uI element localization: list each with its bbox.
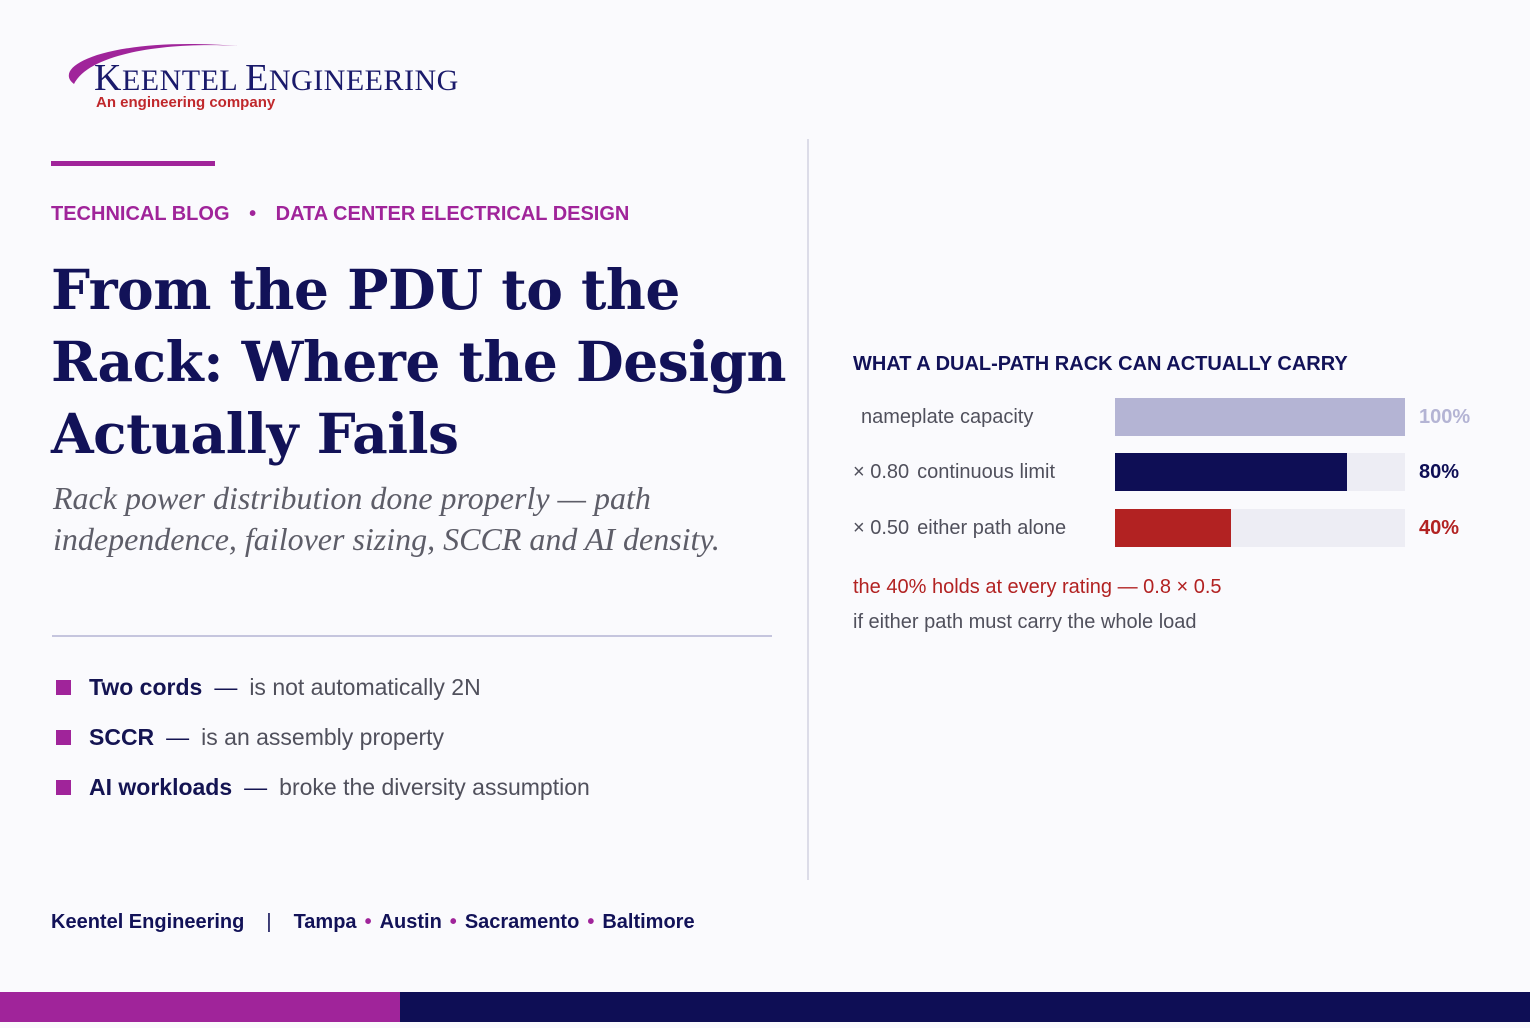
chart-annotation: the 40% holds at every rating — 0.8 × 0.… — [853, 576, 1222, 598]
footer: Keentel Engineering | Tampa • Austin • S… — [51, 911, 695, 934]
accent-rule — [51, 161, 215, 166]
footer-city: Tampa — [293, 911, 357, 933]
column-divider — [807, 139, 809, 880]
square-bullet-icon — [56, 679, 71, 695]
logo-wordmark: KEENTEL ENGINEERING — [94, 57, 459, 99]
footer-city: Austin — [379, 911, 442, 933]
bar-value-label: 40% — [1419, 517, 1460, 539]
bar — [1115, 453, 1347, 491]
company-logo: KEENTEL ENGINEERING An engineering compa… — [50, 36, 510, 116]
point-description: is an assembly property — [201, 723, 445, 750]
logo-swoosh-icon — [68, 44, 239, 84]
key-points-list: Two cords — is not automatically 2N SCCR… — [56, 662, 590, 812]
city-separator: • — [449, 911, 457, 933]
article-subtitle: Rack power distribution done properly — … — [53, 480, 720, 557]
chart-row: nameplate capacity 100% — [853, 398, 1493, 436]
point-term: SCCR — [89, 723, 155, 750]
square-bullet-icon — [56, 779, 71, 795]
bar — [1115, 509, 1231, 547]
point-term: Two cords — [89, 673, 203, 700]
footer-accent-bar — [0, 992, 400, 1022]
point-dash: — — [214, 673, 238, 700]
bar-label-text: nameplate capacity — [861, 406, 1034, 428]
chart-annotation: if either path must carry the whole load — [853, 611, 1197, 633]
bar — [1115, 398, 1405, 436]
logo-tagline: An engineering company — [96, 94, 276, 111]
footer-city: Baltimore — [602, 911, 695, 933]
bar-label: × 0.50 either path alone — [853, 509, 1066, 547]
bar-track — [1115, 453, 1405, 491]
bar-track — [1115, 398, 1405, 436]
bar-multiplier: × 0.80 — [853, 461, 910, 483]
footer-city: Sacramento — [464, 911, 580, 933]
bar-multiplier: × 0.50 — [853, 517, 910, 539]
bar-label: × 0.80 continuous limit — [853, 453, 1055, 491]
article-kicker: TECHNICAL BLOG • DATA CENTER ELECTRICAL … — [51, 203, 629, 226]
chart-title: WHAT A DUAL-PATH RACK CAN ACTUALLY CARRY — [853, 353, 1348, 375]
point-dash: — — [166, 723, 190, 750]
list-item: SCCR — is an assembly property — [56, 712, 590, 762]
footer-bar — [400, 992, 1530, 1022]
bar-value-label: 80% — [1419, 461, 1460, 483]
footer-separator: | — [266, 911, 272, 933]
point-description: is not automatically 2N — [249, 673, 481, 700]
city-separator: • — [587, 911, 595, 933]
bar-label-text: either path alone — [917, 517, 1067, 539]
bar-track — [1115, 509, 1405, 547]
topic-label: DATA CENTER ELECTRICAL DESIGN — [275, 203, 630, 225]
point-description: broke the diversity assumption — [279, 773, 590, 800]
page-title: From the PDU to the Rack: Where the Desi… — [51, 257, 787, 466]
city-separator: • — [364, 911, 372, 933]
kicker-separator: • — [249, 203, 257, 225]
chart-row: × 0.50 either path alone 40% — [853, 509, 1493, 547]
bar-label-text: continuous limit — [917, 461, 1056, 483]
bar-value-label: 100% — [1419, 406, 1471, 428]
chart-row: × 0.80 continuous limit 80% — [853, 453, 1493, 491]
category-label: TECHNICAL BLOG — [51, 203, 230, 225]
point-dash: — — [244, 773, 268, 800]
point-term: AI workloads — [89, 773, 233, 800]
square-bullet-icon — [56, 729, 71, 745]
divider — [52, 635, 772, 637]
list-item: Two cords — is not automatically 2N — [56, 662, 590, 712]
footer-company: Keentel Engineering — [51, 911, 245, 933]
bar-label: nameplate capacity — [853, 398, 1033, 436]
list-item: AI workloads — broke the diversity assum… — [56, 762, 590, 812]
